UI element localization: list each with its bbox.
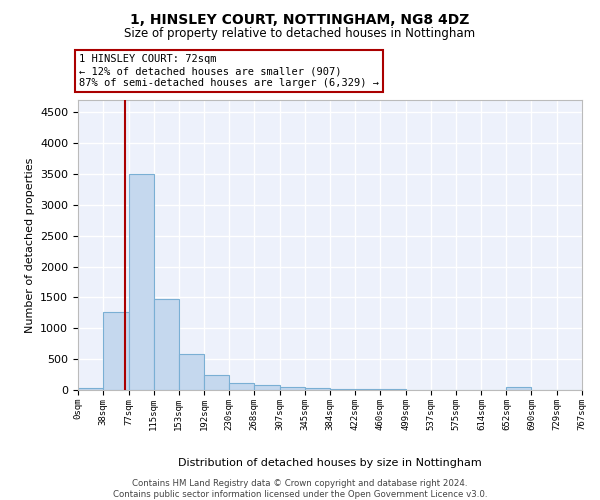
Bar xyxy=(280,386,305,390)
Text: 1, HINSLEY COURT, NOTTINGHAM, NG8 4DZ: 1, HINSLEY COURT, NOTTINGHAM, NG8 4DZ xyxy=(130,12,470,26)
Bar xyxy=(128,174,154,390)
Bar xyxy=(103,312,128,390)
Bar xyxy=(355,389,380,390)
Bar xyxy=(78,388,103,390)
Bar xyxy=(204,375,229,390)
Y-axis label: Number of detached properties: Number of detached properties xyxy=(25,158,35,332)
Text: Distribution of detached houses by size in Nottingham: Distribution of detached houses by size … xyxy=(178,458,482,468)
Bar xyxy=(179,354,204,390)
Text: Size of property relative to detached houses in Nottingham: Size of property relative to detached ho… xyxy=(124,28,476,40)
Bar xyxy=(154,298,179,390)
Bar xyxy=(254,385,280,390)
Bar xyxy=(229,383,254,390)
Text: Contains public sector information licensed under the Open Government Licence v3: Contains public sector information licen… xyxy=(113,490,487,499)
Text: Contains HM Land Registry data © Crown copyright and database right 2024.: Contains HM Land Registry data © Crown c… xyxy=(132,479,468,488)
Bar xyxy=(305,388,331,390)
Bar xyxy=(506,387,532,390)
Bar xyxy=(331,389,355,390)
Text: 1 HINSLEY COURT: 72sqm
← 12% of detached houses are smaller (907)
87% of semi-de: 1 HINSLEY COURT: 72sqm ← 12% of detached… xyxy=(79,54,379,88)
